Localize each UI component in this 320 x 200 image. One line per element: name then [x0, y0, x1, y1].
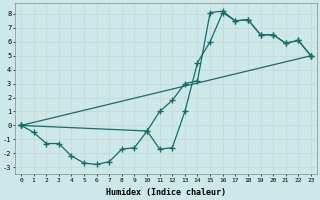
X-axis label: Humidex (Indice chaleur): Humidex (Indice chaleur): [106, 188, 226, 197]
